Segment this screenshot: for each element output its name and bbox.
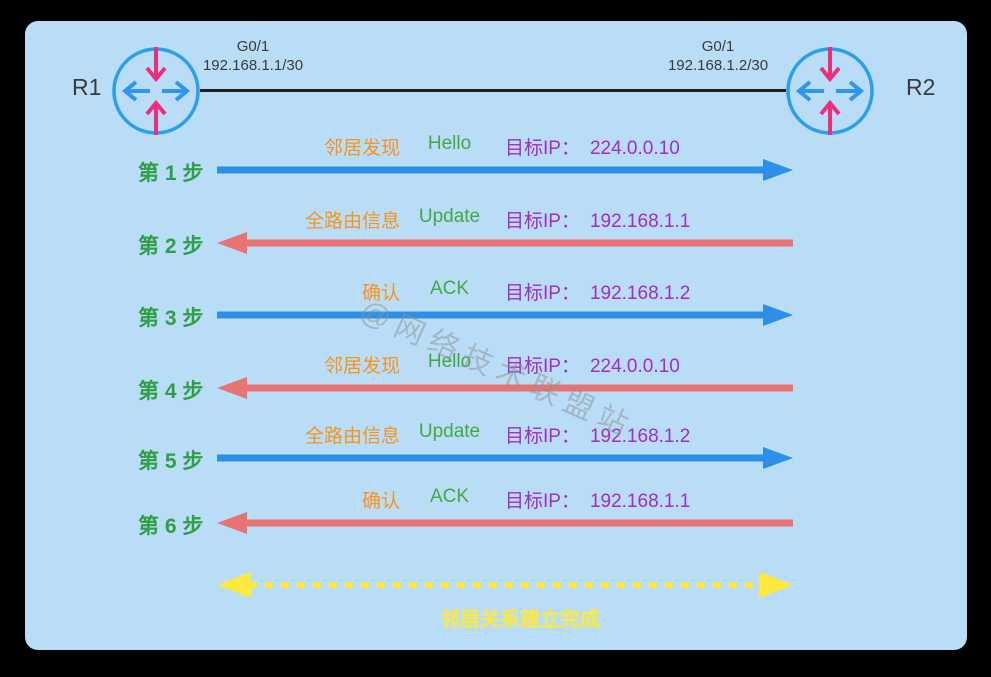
step-5-type-cn: 全路由信息 xyxy=(304,426,400,447)
neighbor-complete-arrow xyxy=(217,572,793,598)
step-5-number: 第 5 步 xyxy=(138,450,204,473)
step-row-5: 第 5 步 全路由信息 Update 目标IP： 192.168.1.2 xyxy=(0,421,991,473)
step-3-number: 第 3 步 xyxy=(138,307,204,330)
neighbor-complete-caption: 邻居关系建立完成 xyxy=(440,609,600,631)
step-1-number: 第 1 步 xyxy=(138,162,204,185)
step-2-type-cn: 全路由信息 xyxy=(304,211,400,232)
interface-label-r2: G0/1 192.168.1.2/30 xyxy=(648,37,788,75)
step-4-type-en: Hello xyxy=(427,351,472,372)
step-1-arrow-right xyxy=(217,159,793,181)
dest-ip-prefix: 目标IP： xyxy=(505,138,580,159)
link-line xyxy=(200,89,786,92)
step-2-arrow-left xyxy=(217,232,793,254)
dest-ip-value: 192.168.1.2 xyxy=(589,426,691,447)
dest-ip-value: 224.0.0.10 xyxy=(589,138,680,159)
step-5-destination: 目标IP： 192.168.1.2 xyxy=(505,421,690,448)
dest-ip-value: 224.0.0.10 xyxy=(589,356,680,377)
dest-ip-value: 192.168.1.2 xyxy=(589,283,691,304)
interface-ip-r2: 192.168.1.2/30 xyxy=(667,57,769,74)
step-row-2: 第 2 步 全路由信息 Update 目标IP： 192.168.1.1 xyxy=(0,206,991,258)
step-3-destination: 目标IP： 192.168.1.2 xyxy=(505,278,690,305)
interface-ip-r1: 192.168.1.1/30 xyxy=(202,57,304,74)
dest-ip-prefix: 目标IP： xyxy=(505,491,580,512)
step-2-type-en: Update xyxy=(418,206,481,227)
step-3-type-en: ACK xyxy=(429,278,470,299)
router-r2-label: R2 xyxy=(906,74,936,100)
step-6-destination: 目标IP： 192.168.1.1 xyxy=(505,486,690,513)
step-1-type-cn: 邻居发现 xyxy=(323,138,400,159)
step-row-4: 第 4 步 邻居发现 Hello 目标IP： 224.0.0.10 xyxy=(0,351,991,403)
interface-name-r2: G0/1 xyxy=(701,38,735,55)
step-3-type-cn: 确认 xyxy=(361,283,400,304)
dest-ip-prefix: 目标IP： xyxy=(505,211,580,232)
dest-ip-prefix: 目标IP： xyxy=(505,283,580,304)
step-5-arrow-right xyxy=(217,447,793,469)
step-4-arrow-left xyxy=(217,377,793,399)
step-4-number: 第 4 步 xyxy=(138,380,204,403)
step-4-type-cn: 邻居发现 xyxy=(323,356,400,377)
step-3-arrow-right xyxy=(217,304,793,326)
router-r1-label: R1 xyxy=(72,74,102,100)
router-outward-arrows xyxy=(795,80,865,102)
step-row-6: 第 6 步 确认 ACK 目标IP： 192.168.1.1 xyxy=(0,486,991,538)
step-6-arrow-left xyxy=(217,512,793,534)
dest-ip-prefix: 目标IP： xyxy=(505,426,580,447)
step-6-type-cn: 确认 xyxy=(361,491,400,512)
router-inward-arrows xyxy=(145,47,167,135)
step-5-type-en: Update xyxy=(418,421,481,442)
step-2-destination: 目标IP： 192.168.1.1 xyxy=(505,206,690,233)
step-4-destination: 目标IP： 224.0.0.10 xyxy=(505,351,680,378)
router-outward-arrows xyxy=(121,80,191,102)
router-r2-icon xyxy=(786,47,874,135)
step-2-number: 第 2 步 xyxy=(138,235,204,258)
step-6-type-en: ACK xyxy=(429,486,470,507)
interface-name-r1: G0/1 xyxy=(236,38,270,55)
router-r1-icon xyxy=(112,47,200,135)
step-row-3: 第 3 步 确认 ACK 目标IP： 192.168.1.2 xyxy=(0,278,991,330)
step-1-destination: 目标IP： 224.0.0.10 xyxy=(505,133,680,160)
step-row-1: 第 1 步 邻居发现 Hello 目标IP： 224.0.0.10 xyxy=(0,133,991,185)
dest-ip-prefix: 目标IP： xyxy=(505,356,580,377)
step-1-type-en: Hello xyxy=(427,133,472,154)
router-inward-arrows xyxy=(819,47,841,135)
dest-ip-value: 192.168.1.1 xyxy=(589,211,691,232)
step-6-number: 第 6 步 xyxy=(138,515,204,538)
interface-label-r1: G0/1 192.168.1.1/30 xyxy=(183,37,323,75)
dest-ip-value: 192.168.1.1 xyxy=(589,491,691,512)
